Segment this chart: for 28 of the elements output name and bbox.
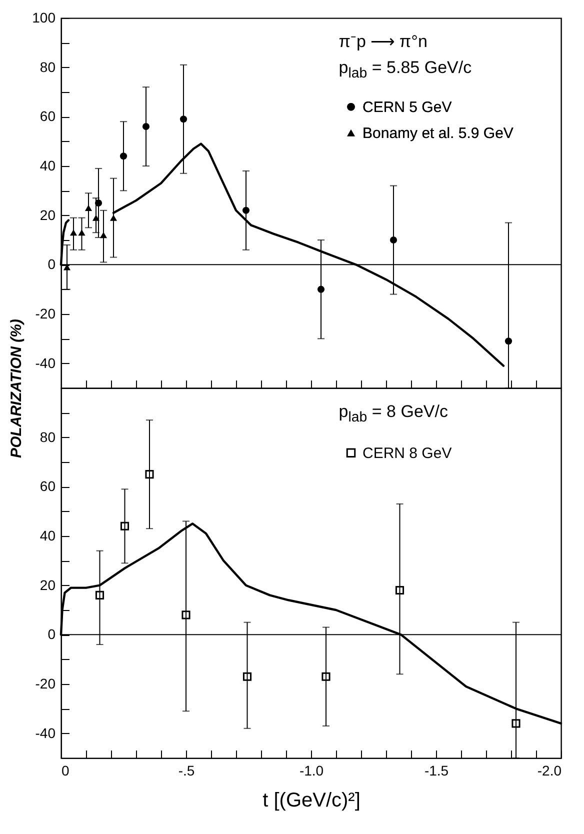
y-tick-label: -20 [35,306,56,322]
x-tick-label: -2.0 [537,762,562,778]
y-axis-title: POLARIZATION (%) [8,319,26,458]
y-tick-label: -40 [35,354,56,371]
y-tick-label: 60 [40,108,56,124]
x-axis-title: t [(GeV/c)²] [262,790,360,812]
annotation: p$_{lab}$ = 8 GeV/c [338,402,448,426]
legend-label: CERN 5 GeV [362,98,452,116]
x-tick-label: 0 [62,762,70,778]
y-tick-label: 80 [40,58,56,75]
annotation: p$_{lab}$ = 5.85 GeV/c [338,58,472,82]
y-tick-label: -20 [35,676,56,692]
y-tick-label: 80 [40,428,56,445]
x-tick-label: -1.0 [299,762,324,778]
y-tick-label: -40 [35,724,56,741]
y-tick-label: 100 [32,10,56,26]
y-tick-label: 0 [48,626,56,642]
y-tick-label: 20 [40,576,56,593]
y-tick-label: 20 [40,206,56,223]
y-tick-label: 0 [48,256,56,272]
y-tick-label: 60 [40,478,56,494]
x-tick-label: -1.5 [424,762,449,778]
legend-label: CERN 8 GeV [362,444,452,462]
x-tick-label: -.5 [178,762,195,778]
annotation: π⁻p ⟶ π°n [338,32,428,52]
y-tick-label: 40 [40,528,56,544]
y-tick-label: 40 [40,158,56,174]
legend-label: Bonamy et al. 5.9 GeV [362,124,514,142]
